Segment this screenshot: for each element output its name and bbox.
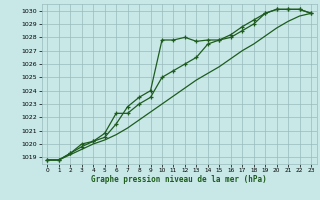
X-axis label: Graphe pression niveau de la mer (hPa): Graphe pression niveau de la mer (hPa) [91, 175, 267, 184]
